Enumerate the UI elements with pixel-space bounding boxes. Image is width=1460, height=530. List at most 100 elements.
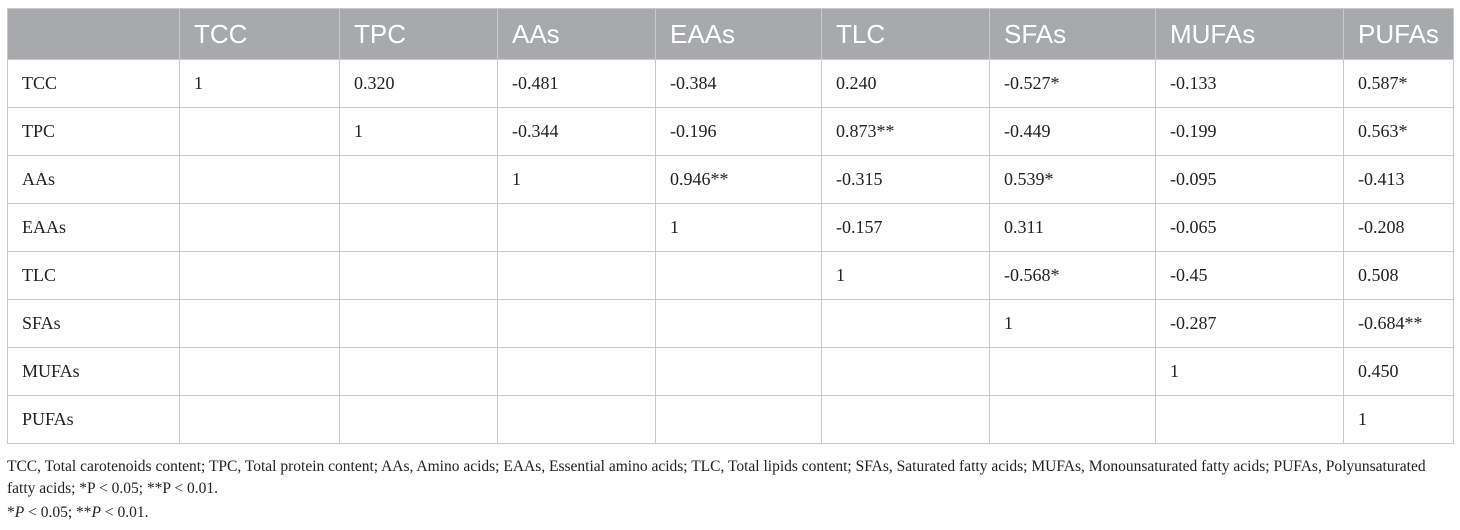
table-cell (1155, 395, 1344, 444)
table-row: SFAs 1 -0.287 -0.684** (7, 299, 1454, 348)
table-cell: 1 (821, 251, 990, 300)
abbreviation-footnote: TCC, Total carotenoids content; TPC, Tot… (7, 458, 1426, 497)
table-cell (821, 299, 990, 348)
significance-threshold: < 0.01. (101, 504, 149, 521)
table-cell (339, 347, 498, 396)
table-cell (179, 395, 340, 444)
table-cell (989, 347, 1156, 396)
table-cell: -0.413 (1343, 155, 1454, 204)
table-cell: -0.449 (989, 107, 1156, 156)
table-cell: 1 (1155, 347, 1344, 396)
table-cell: -0.481 (497, 59, 656, 108)
table-cell: 0.539* (989, 155, 1156, 204)
table-cell (655, 347, 822, 396)
row-label: MUFAs (7, 347, 180, 396)
table-cell (989, 395, 1156, 444)
column-header: AAs (497, 8, 656, 60)
table-row: AAs 1 0.946** -0.315 0.539* -0.095 -0.41… (7, 155, 1454, 204)
correlation-table-container: TCC TPC AAs EAAs TLC SFAs MUFAs PUFAs TC… (7, 8, 1454, 444)
table-cell (339, 155, 498, 204)
table-cell (179, 347, 340, 396)
column-header: MUFAs (1155, 8, 1344, 60)
table-cell: 1 (339, 107, 498, 156)
table-row: MUFAs 1 0.450 (7, 347, 1454, 396)
column-header: TCC (179, 8, 340, 60)
table-cell: 0.450 (1343, 347, 1454, 396)
table-row: TCC 1 0.320 -0.481 -0.384 0.240 -0.527* … (7, 59, 1454, 108)
table-cell: 0.873** (821, 107, 990, 156)
table-cell: -0.684** (1343, 299, 1454, 348)
column-header: PUFAs (1343, 8, 1454, 60)
column-header: TLC (821, 8, 990, 60)
table-cell: 0.946** (655, 155, 822, 204)
table-cell: 0.311 (989, 203, 1156, 252)
table-cell: 1 (989, 299, 1156, 348)
table-cell: 0.240 (821, 59, 990, 108)
table-cell (655, 395, 822, 444)
table-cell: -0.199 (1155, 107, 1344, 156)
table-cell (655, 299, 822, 348)
table-cell (497, 203, 656, 252)
table-cell: -0.133 (1155, 59, 1344, 108)
table-cell (339, 299, 498, 348)
table-cell (497, 395, 656, 444)
table-cell (339, 395, 498, 444)
column-header: TPC (339, 8, 498, 60)
row-label: EAAs (7, 203, 180, 252)
table-cell: -0.157 (821, 203, 990, 252)
table-row: EAAs 1 -0.157 0.311 -0.065 -0.208 (7, 203, 1454, 252)
table-cell (497, 347, 656, 396)
row-label: TLC (7, 251, 180, 300)
p-symbol: P (14, 504, 25, 521)
table-cell (339, 203, 498, 252)
table-cell: 0.563* (1343, 107, 1454, 156)
row-label: AAs (7, 155, 180, 204)
table-cell: 1 (1343, 395, 1454, 444)
table-cell: -0.065 (1155, 203, 1344, 252)
table-cell (179, 155, 340, 204)
significance-threshold: < 0.05; (24, 504, 77, 521)
table-cell: -0.287 (1155, 299, 1344, 348)
header-row: TCC TPC AAs EAAs TLC SFAs MUFAs PUFAs (7, 8, 1454, 60)
table-cell: -0.568* (989, 251, 1156, 300)
table-cell: -0.095 (1155, 155, 1344, 204)
table-cell: -0.344 (497, 107, 656, 156)
table-cell (179, 107, 340, 156)
row-label: TPC (7, 107, 180, 156)
p-symbol: P (91, 504, 101, 521)
table-cell: 0.320 (339, 59, 498, 108)
table-cell (179, 203, 340, 252)
table-row: TLC 1 -0.568* -0.45 0.508 (7, 251, 1454, 300)
table-cell: 0.508 (1343, 251, 1454, 300)
table-cell (821, 347, 990, 396)
column-header: EAAs (655, 8, 822, 60)
table-cell: -0.384 (655, 59, 822, 108)
table-row: PUFAs 1 (7, 395, 1454, 444)
table-cell (497, 251, 656, 300)
table-cell: -0.208 (1343, 203, 1454, 252)
table-cell (179, 251, 340, 300)
table-cell (497, 299, 656, 348)
table-cell (339, 251, 498, 300)
table-cell: -0.527* (989, 59, 1156, 108)
corner-header (7, 8, 180, 60)
table-cell: 1 (655, 203, 822, 252)
significance-footnote: *P < 0.05; **P < 0.01. (7, 502, 1457, 524)
table-cell (179, 299, 340, 348)
significance-star-single: * (7, 504, 15, 521)
row-label: TCC (7, 59, 180, 108)
significance-star-double: ** (76, 504, 92, 521)
table-cell: -0.315 (821, 155, 990, 204)
table-cell (821, 395, 990, 444)
table-cell: 0.587* (1343, 59, 1454, 108)
column-header: SFAs (989, 8, 1156, 60)
row-label: SFAs (7, 299, 180, 348)
correlation-table: TCC TPC AAs EAAs TLC SFAs MUFAs PUFAs TC… (7, 8, 1454, 444)
table-cell: 1 (497, 155, 656, 204)
table-cell: -0.45 (1155, 251, 1344, 300)
table-cell: -0.196 (655, 107, 822, 156)
row-label: PUFAs (7, 395, 180, 444)
table-cell (655, 251, 822, 300)
table-row: TPC 1 -0.344 -0.196 0.873** -0.449 -0.19… (7, 107, 1454, 156)
table-cell: 1 (179, 59, 340, 108)
